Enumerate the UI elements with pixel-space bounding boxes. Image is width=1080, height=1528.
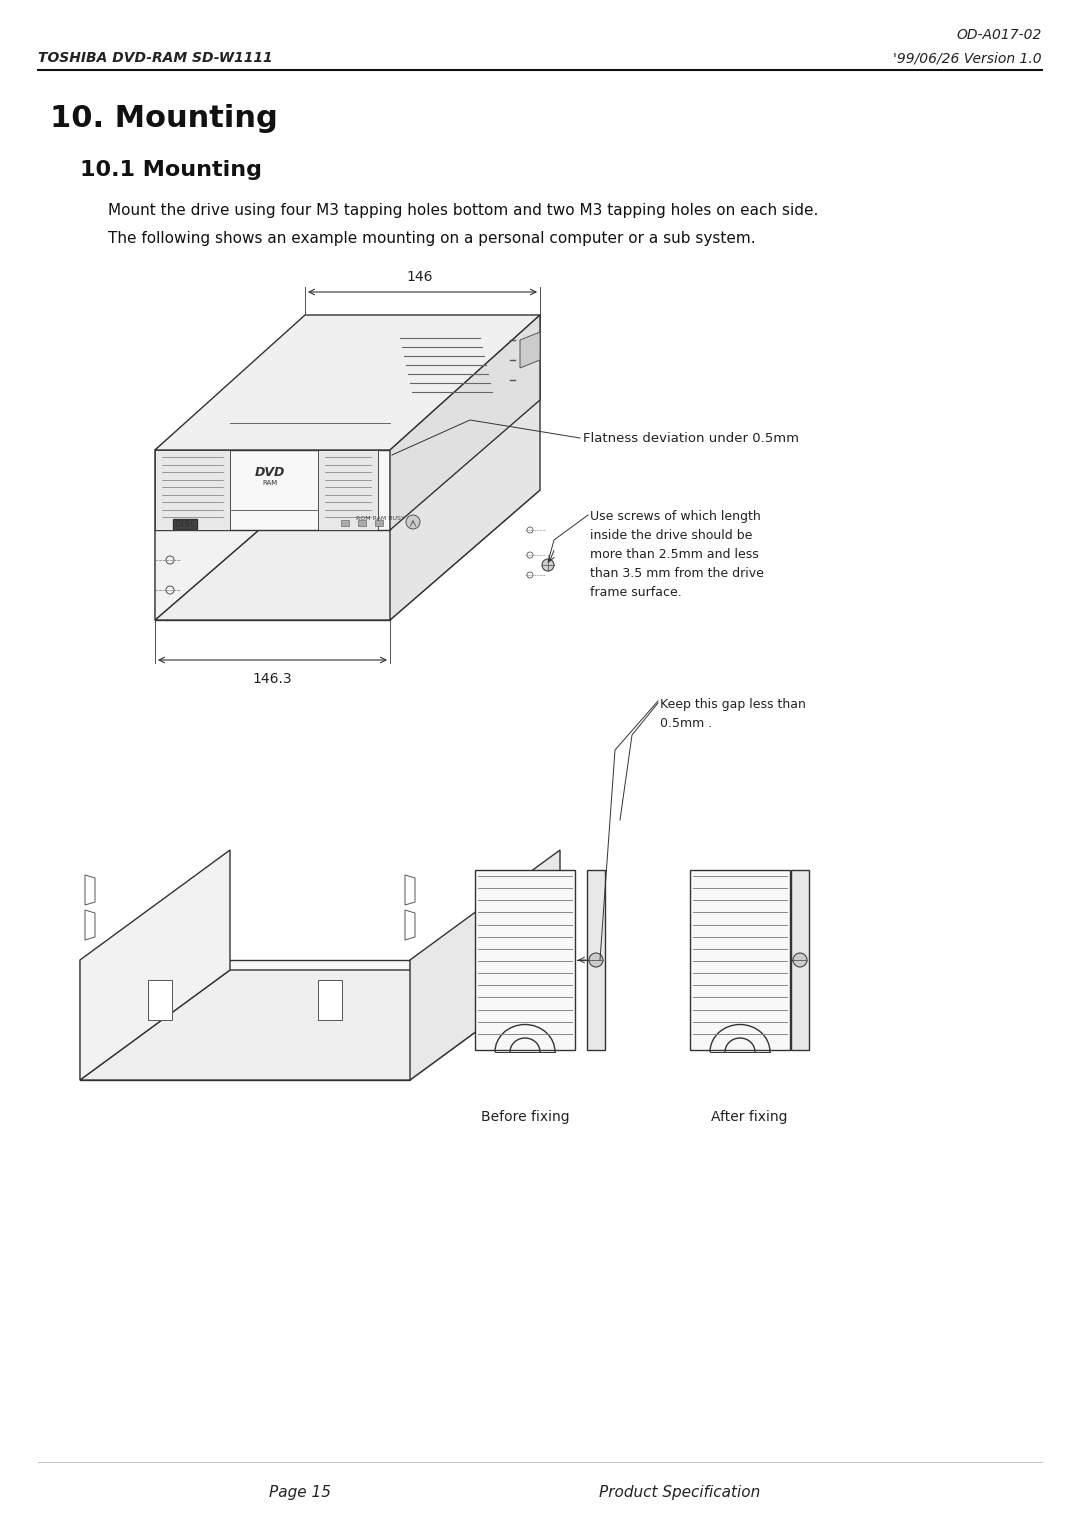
Text: TOSHIBA DVD-RAM SD-W1111: TOSHIBA DVD-RAM SD-W1111 [38, 50, 272, 66]
Bar [357, 520, 366, 526]
Polygon shape [156, 451, 230, 530]
Polygon shape [318, 979, 342, 1021]
Polygon shape [405, 911, 415, 940]
Text: Mount the drive using four M3 tapping holes bottom and two M3 tapping holes on e: Mount the drive using four M3 tapping ho… [108, 203, 819, 217]
Bar [341, 520, 349, 526]
Text: 10.1 Mounting: 10.1 Mounting [80, 160, 262, 180]
Circle shape [542, 559, 554, 571]
Polygon shape [405, 876, 415, 905]
Polygon shape [318, 451, 378, 530]
Polygon shape [156, 530, 390, 620]
Polygon shape [85, 911, 95, 940]
Circle shape [406, 515, 420, 529]
Circle shape [793, 953, 807, 967]
Text: DVD: DVD [255, 466, 285, 478]
Polygon shape [156, 451, 390, 530]
Text: ROM RAM BUSY: ROM RAM BUSY [355, 515, 404, 521]
Text: RAM: RAM [262, 480, 278, 486]
Polygon shape [156, 319, 305, 620]
Text: Use screws of which length
inside the drive should be
more than 2.5mm and less
t: Use screws of which length inside the dr… [590, 510, 764, 599]
Polygon shape [410, 850, 561, 1080]
Polygon shape [156, 490, 540, 620]
Bar [791, 869, 809, 1050]
Text: The following shows an example mounting on a personal computer or a sub system.: The following shows an example mounting … [108, 231, 756, 246]
Circle shape [589, 953, 603, 967]
Text: 10. Mounting: 10. Mounting [50, 104, 278, 133]
Text: DISC: DISC [174, 520, 197, 529]
Text: Keep this gap less than
0.5mm .: Keep this gap less than 0.5mm . [660, 698, 806, 730]
Polygon shape [519, 332, 540, 368]
Text: Product Specification: Product Specification [599, 1485, 760, 1499]
Polygon shape [148, 979, 172, 1021]
Polygon shape [390, 315, 540, 620]
Polygon shape [80, 960, 410, 1080]
Polygon shape [85, 876, 95, 905]
Text: Before fixing: Before fixing [481, 1109, 569, 1125]
Text: Page 15: Page 15 [269, 1485, 330, 1499]
Bar [375, 520, 383, 526]
Polygon shape [80, 850, 230, 1080]
Text: OD-A017-02: OD-A017-02 [957, 28, 1042, 41]
Text: After fixing: After fixing [711, 1109, 787, 1125]
Text: 146.3: 146.3 [253, 672, 292, 686]
Bar [588, 869, 605, 1050]
Text: 146: 146 [407, 270, 433, 284]
Bar [690, 869, 789, 1050]
Polygon shape [80, 970, 561, 1080]
Polygon shape [156, 315, 540, 451]
Polygon shape [390, 315, 540, 530]
Bar [475, 869, 575, 1050]
Text: '99/06/26 Version 1.0: '99/06/26 Version 1.0 [893, 50, 1042, 66]
Text: Flatness deviation under 0.5mm: Flatness deviation under 0.5mm [583, 431, 799, 445]
